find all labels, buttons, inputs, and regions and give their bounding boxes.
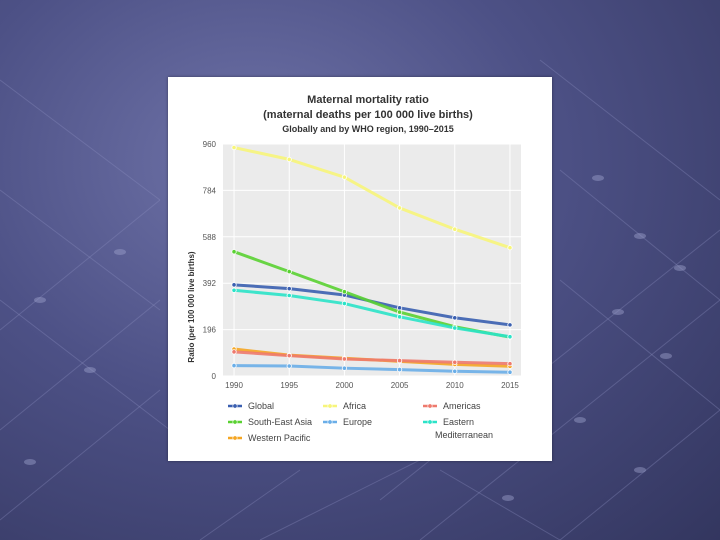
data-point <box>396 205 403 211</box>
plot-area <box>223 144 521 376</box>
data-point <box>396 309 403 315</box>
legend-swatch-dot <box>232 419 238 425</box>
data-point <box>452 315 458 321</box>
x-tick-label: 2005 <box>391 381 409 390</box>
legend-item: South-East Asia <box>228 417 312 427</box>
legend-swatch-dot <box>327 403 333 409</box>
data-point <box>341 174 348 180</box>
series-line <box>233 288 511 339</box>
legend-label: Western Pacific <box>248 433 311 443</box>
data-point <box>286 363 292 369</box>
legend-label: Africa <box>343 401 366 411</box>
data-point <box>507 334 513 340</box>
data-point <box>341 289 348 295</box>
data-point <box>507 245 513 251</box>
data-point <box>396 305 403 311</box>
data-point <box>231 144 237 151</box>
x-tick-label: 2010 <box>446 381 464 390</box>
chart-title: Maternal mortality ratio <box>307 94 429 106</box>
data-point <box>452 359 458 365</box>
y-tick-label: 960 <box>203 140 217 149</box>
x-tick-label: 2000 <box>336 381 354 390</box>
series-group <box>231 287 513 340</box>
x-tick-labels: 1990 1995 2000 2005 2010 2015 <box>225 381 519 390</box>
data-point <box>286 269 292 275</box>
data-point <box>231 362 237 369</box>
data-point <box>286 156 292 162</box>
legend-item: Europe <box>323 417 372 427</box>
data-point <box>286 353 292 359</box>
data-point <box>231 249 237 255</box>
data-point <box>396 367 403 373</box>
x-tick-label: 1995 <box>280 381 298 390</box>
series-line <box>234 364 510 374</box>
data-point <box>507 369 513 375</box>
legend-item: Eastern Mediterranean <box>423 417 493 440</box>
y-tick-labels: 0 196 392 588 784 960 <box>203 140 217 381</box>
data-point <box>231 349 237 355</box>
chart-card: Maternal mortality ratio (maternal death… <box>168 77 552 461</box>
legend-item: Global <box>228 401 274 411</box>
legend-item: Western Pacific <box>228 433 311 443</box>
y-tick-label: 392 <box>203 279 217 288</box>
data-point <box>507 361 513 367</box>
series-group <box>231 144 513 251</box>
data-point <box>286 286 292 292</box>
line-chart: Maternal mortality ratio (maternal death… <box>187 94 521 443</box>
data-point <box>341 356 348 362</box>
series-group <box>231 362 513 375</box>
legend-swatch-dot <box>427 419 433 425</box>
y-tick-label: 588 <box>203 233 217 242</box>
x-tick-label: 2015 <box>501 381 519 390</box>
legend: Global South-East Asia Western Pacific Afri… <box>228 401 493 443</box>
legend-swatch-dot <box>427 403 433 409</box>
data-point <box>452 368 458 374</box>
data-point <box>507 322 513 328</box>
series-line <box>233 350 511 366</box>
chart-subtitle: (maternal deaths per 100 000 live births… <box>263 109 473 121</box>
data-point <box>231 287 237 293</box>
legend-label-cont: Mediterranean <box>435 430 493 440</box>
data-point <box>341 365 348 371</box>
series-lines <box>231 144 513 375</box>
legend-label: South-East Asia <box>248 417 312 427</box>
legend-item: Americas <box>423 401 481 411</box>
data-point <box>452 325 458 331</box>
data-point <box>396 358 403 364</box>
y-tick-label: 0 <box>212 372 217 381</box>
x-tick-label: 1990 <box>225 381 243 390</box>
legend-label: Eastern <box>443 417 474 427</box>
y-tick-label: 196 <box>203 326 217 335</box>
data-point <box>452 226 458 232</box>
series-line <box>233 146 511 250</box>
data-point <box>286 292 292 299</box>
data-point <box>341 300 348 307</box>
data-point <box>231 282 237 288</box>
y-axis-label: Ratio (per 100 000 live births) <box>187 251 196 362</box>
legend-label: Global <box>248 401 274 411</box>
legend-swatch-dot <box>327 419 333 425</box>
data-point <box>396 314 403 320</box>
y-tick-label: 784 <box>203 186 217 195</box>
legend-swatch-dot <box>232 403 238 409</box>
legend-swatch-dot <box>232 435 238 441</box>
legend-label: Europe <box>343 417 372 427</box>
series-group <box>231 349 513 367</box>
legend-label: Americas <box>443 401 481 411</box>
chart-subtitle-region: Globally and by WHO region, 1990–2015 <box>282 124 454 134</box>
legend-item: Africa <box>323 401 366 411</box>
